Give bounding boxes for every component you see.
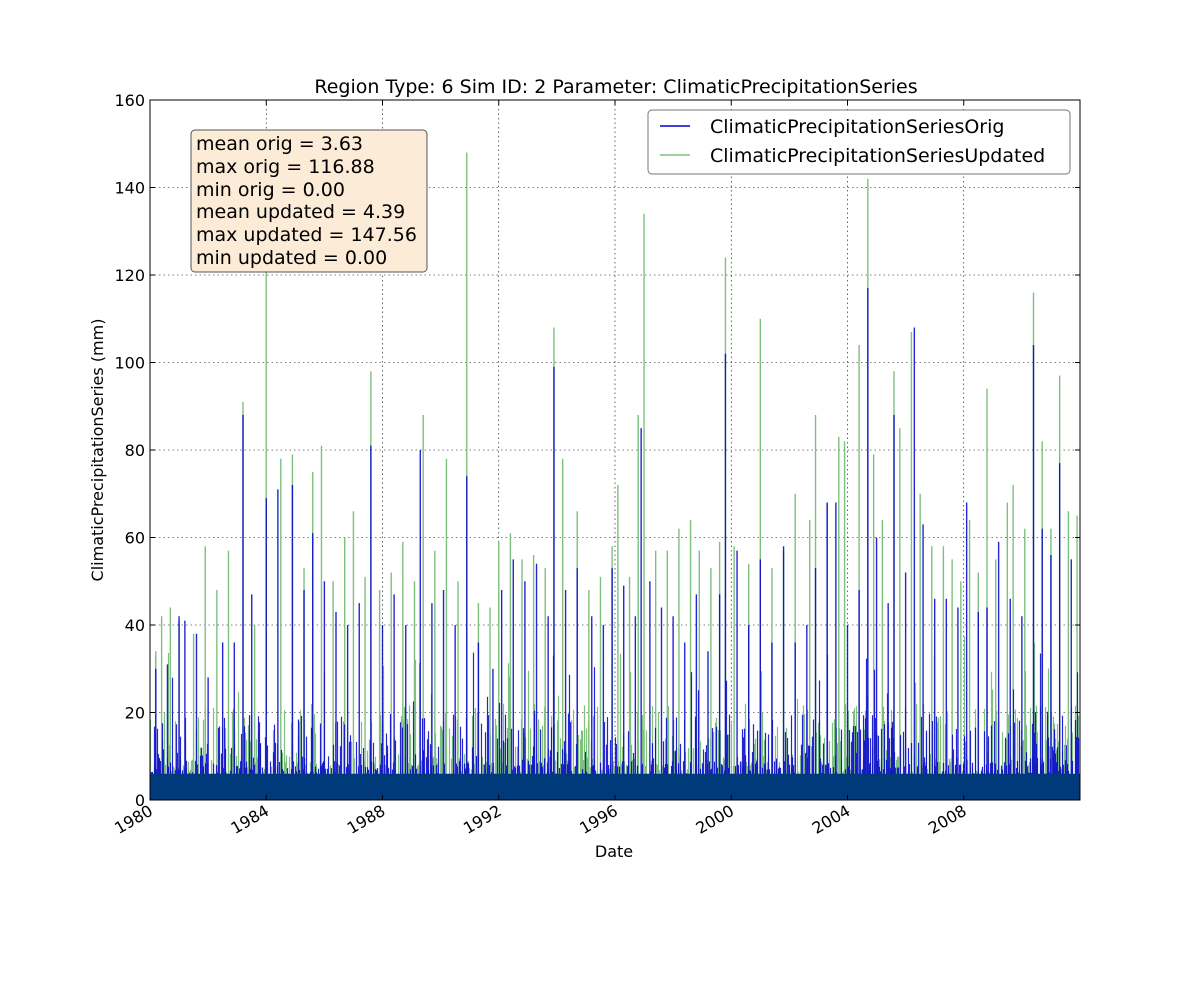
chart-title: Region Type: 6 Sim ID: 2 Parameter: Clim… xyxy=(314,76,917,98)
x-tick-label: 1984 xyxy=(227,801,272,838)
stat-min-updated: min updated = 0.00 xyxy=(196,247,387,269)
series-orig xyxy=(149,288,1081,800)
x-tick-label: 1980 xyxy=(111,801,156,838)
y-tick-label: 20 xyxy=(125,704,145,723)
grid xyxy=(150,100,1080,800)
stat-mean-updated: mean updated = 4.39 xyxy=(196,201,405,223)
x-tick-label: 2004 xyxy=(809,801,854,838)
legend-label-orig: ClimaticPrecipitationSeriesOrig xyxy=(710,116,1004,138)
stats-box: mean orig = 3.63 max orig = 116.88 min o… xyxy=(190,129,428,273)
x-axis-label: Date xyxy=(595,842,633,861)
y-tick-label: 100 xyxy=(114,354,145,373)
stats-box-background xyxy=(190,129,428,273)
y-tick-label: 120 xyxy=(114,266,145,285)
x-tick-label: 2008 xyxy=(925,801,970,838)
y-tick-label: 40 xyxy=(125,616,145,635)
x-tick-label: 1996 xyxy=(576,801,621,838)
x-tick-label: 2000 xyxy=(692,801,737,838)
y-tick-label: 80 xyxy=(125,441,145,460)
y-axis-label: ClimaticPrecipitationSeries (mm) xyxy=(88,319,107,582)
y-axis: 0 20 40 60 80 100 120 140 160 xyxy=(114,91,1080,810)
y-tick-label: 60 xyxy=(125,529,145,548)
y-tick-label: 160 xyxy=(114,91,145,110)
stat-max-updated: max updated = 147.56 xyxy=(196,224,417,246)
plot-area xyxy=(149,152,1081,800)
legend-box xyxy=(647,109,1071,175)
y-tick-label: 0 xyxy=(135,791,145,810)
stat-mean-orig: mean orig = 3.63 xyxy=(196,133,363,155)
legend: ClimaticPrecipitationSeriesOrig Climatic… xyxy=(647,109,1071,175)
x-tick-label: 1988 xyxy=(344,801,389,838)
x-tick-label: 1992 xyxy=(460,801,505,838)
y-tick-label: 140 xyxy=(114,179,145,198)
stat-min-orig: min orig = 0.00 xyxy=(196,179,345,201)
stat-max-orig: max orig = 116.88 xyxy=(196,156,375,178)
legend-label-updated: ClimaticPrecipitationSeriesUpdated xyxy=(710,145,1045,167)
